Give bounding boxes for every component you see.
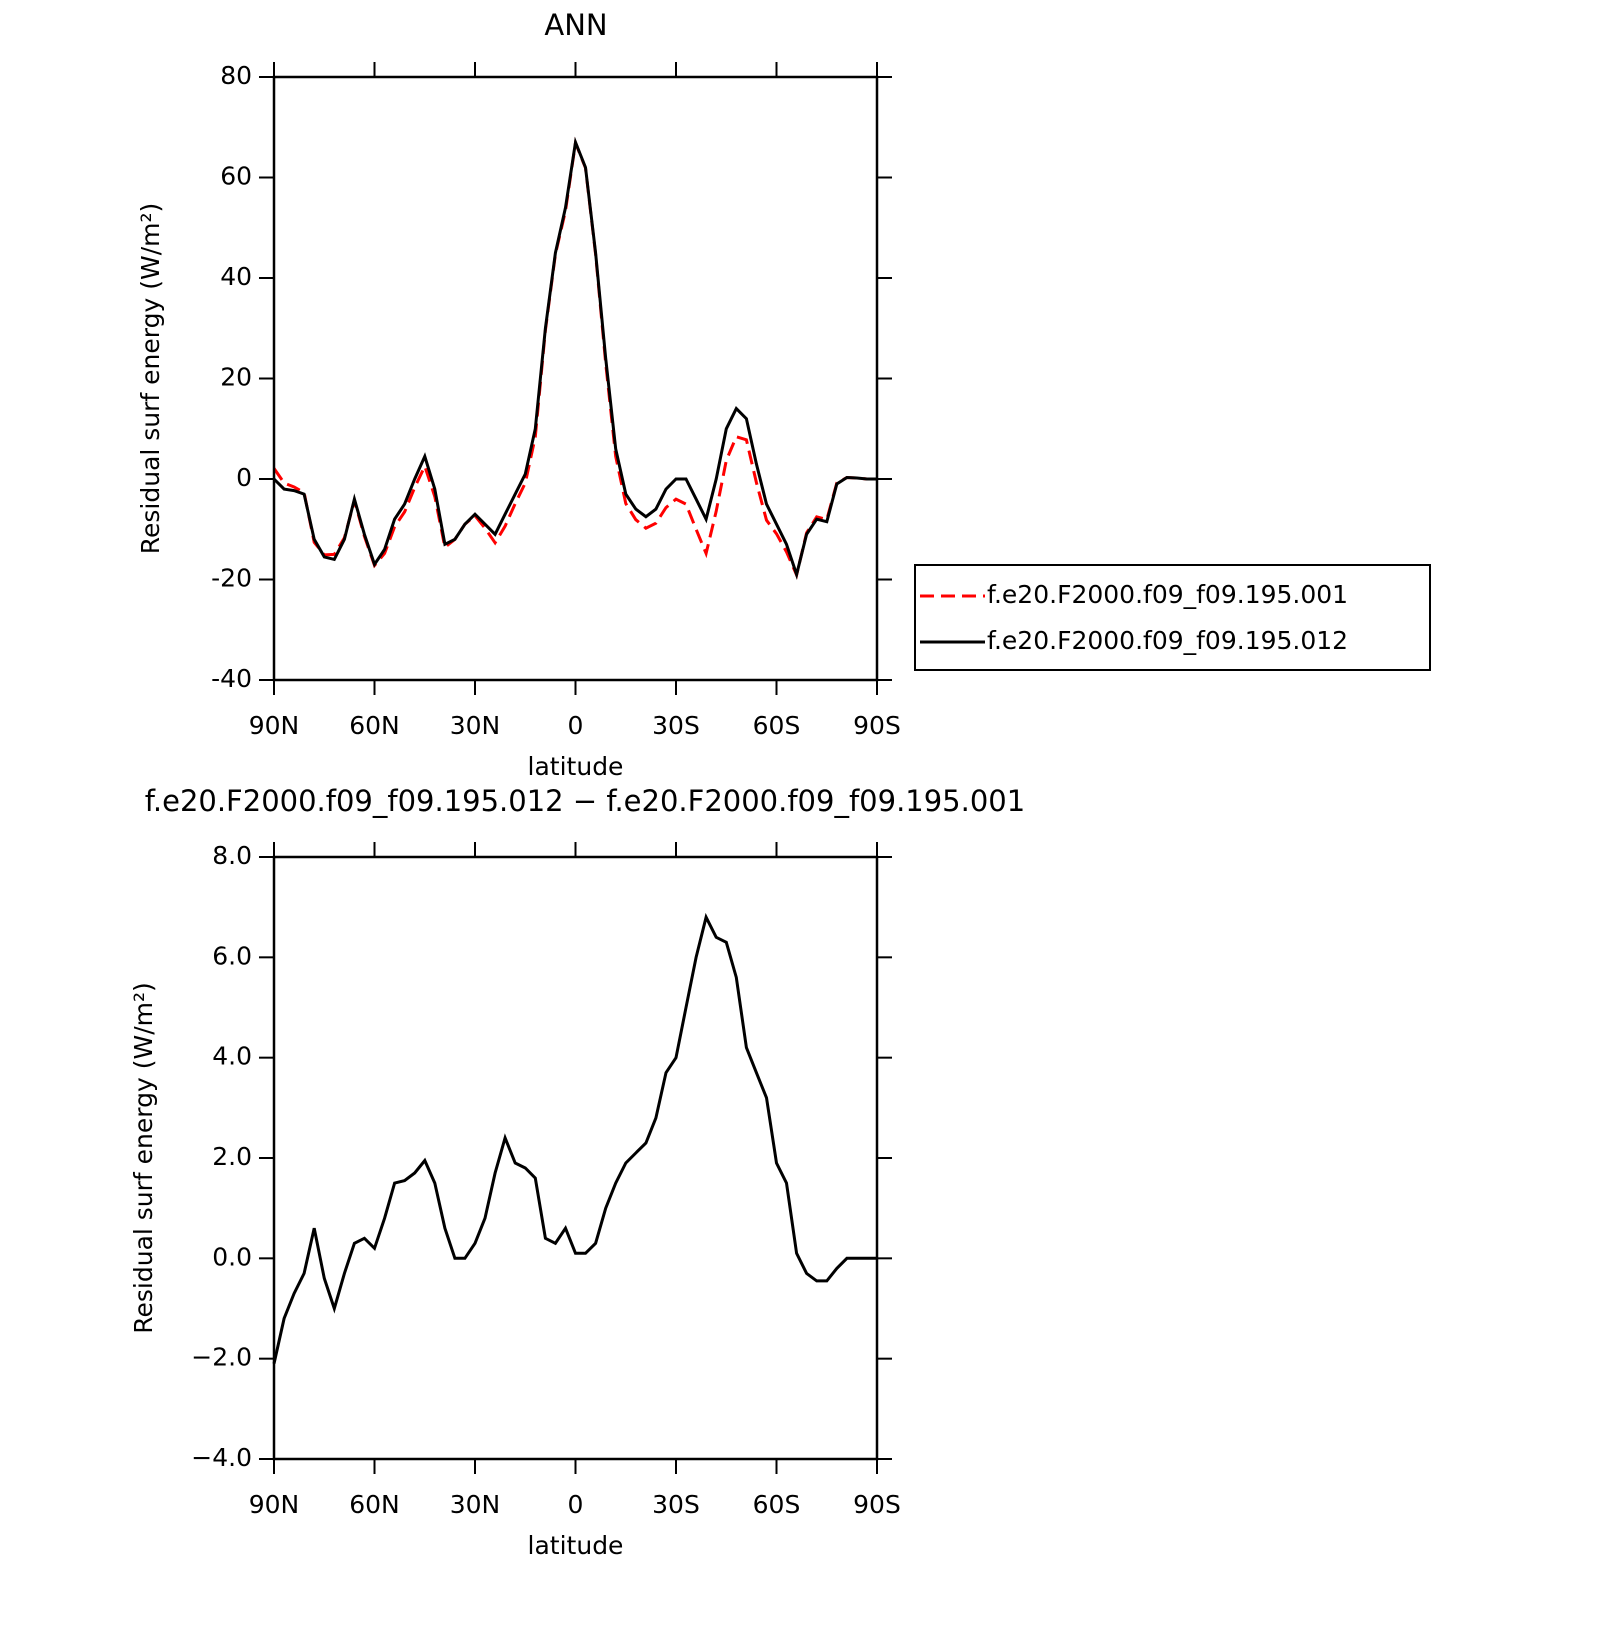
y-tick-label: 8.0: [212, 841, 252, 870]
x-tick-label: 90S: [853, 711, 901, 740]
data-line: [272, 136, 877, 580]
x-tick-label: 60S: [753, 711, 801, 740]
y-tick-label: -40: [211, 664, 252, 693]
y-tick-label: 80: [220, 61, 252, 90]
plot-frame: [272, 855, 879, 1461]
y-tick-label: -20: [211, 564, 252, 593]
x-tick-label: 30S: [652, 1490, 700, 1519]
y-axis-label: Residual surf energy (W/m²): [129, 982, 158, 1334]
x-tick-label: 60S: [753, 1490, 801, 1519]
data-line: [272, 137, 877, 580]
y-tick-label: 6.0: [212, 941, 252, 970]
data-line: [272, 912, 877, 1365]
y-tick-label: 0.0: [212, 1242, 252, 1271]
y-axis-label: Residual surf energy (W/m²): [136, 203, 165, 555]
x-tick-label: 30S: [652, 711, 700, 740]
y-tick-label: 40: [220, 262, 252, 291]
x-tick-label: 90N: [249, 1490, 300, 1519]
plot-frame: [272, 75, 879, 682]
legend-box: [914, 564, 1431, 671]
y-tick-label: 2.0: [212, 1142, 252, 1171]
x-tick-label: 90N: [249, 711, 300, 740]
y-tick-label: 0: [236, 463, 252, 492]
chart-title: f.e20.F2000.f09_f09.195.012 − f.e20.F200…: [145, 784, 1025, 818]
legend-label: f.e20.F2000.f09_f09.195.012: [987, 626, 1348, 655]
x-tick-label: 0: [568, 1490, 584, 1519]
x-tick-label: 60N: [349, 1490, 400, 1519]
legend-label: f.e20.F2000.f09_f09.195.001: [987, 580, 1348, 609]
y-tick-label: 60: [220, 162, 252, 191]
x-axis-label: latitude: [528, 752, 624, 781]
x-tick-label: 30N: [450, 1490, 501, 1519]
y-tick-label: −4.0: [191, 1443, 252, 1472]
x-tick-label: 30N: [450, 711, 501, 740]
x-axis-label: latitude: [528, 1531, 624, 1560]
chart-title: ANN: [544, 8, 607, 42]
x-tick-label: 60N: [349, 711, 400, 740]
y-tick-label: 4.0: [212, 1042, 252, 1071]
y-tick-label: −2.0: [191, 1343, 252, 1372]
x-tick-label: 0: [568, 711, 584, 740]
x-tick-label: 90S: [853, 1490, 901, 1519]
y-tick-label: 20: [220, 363, 252, 392]
